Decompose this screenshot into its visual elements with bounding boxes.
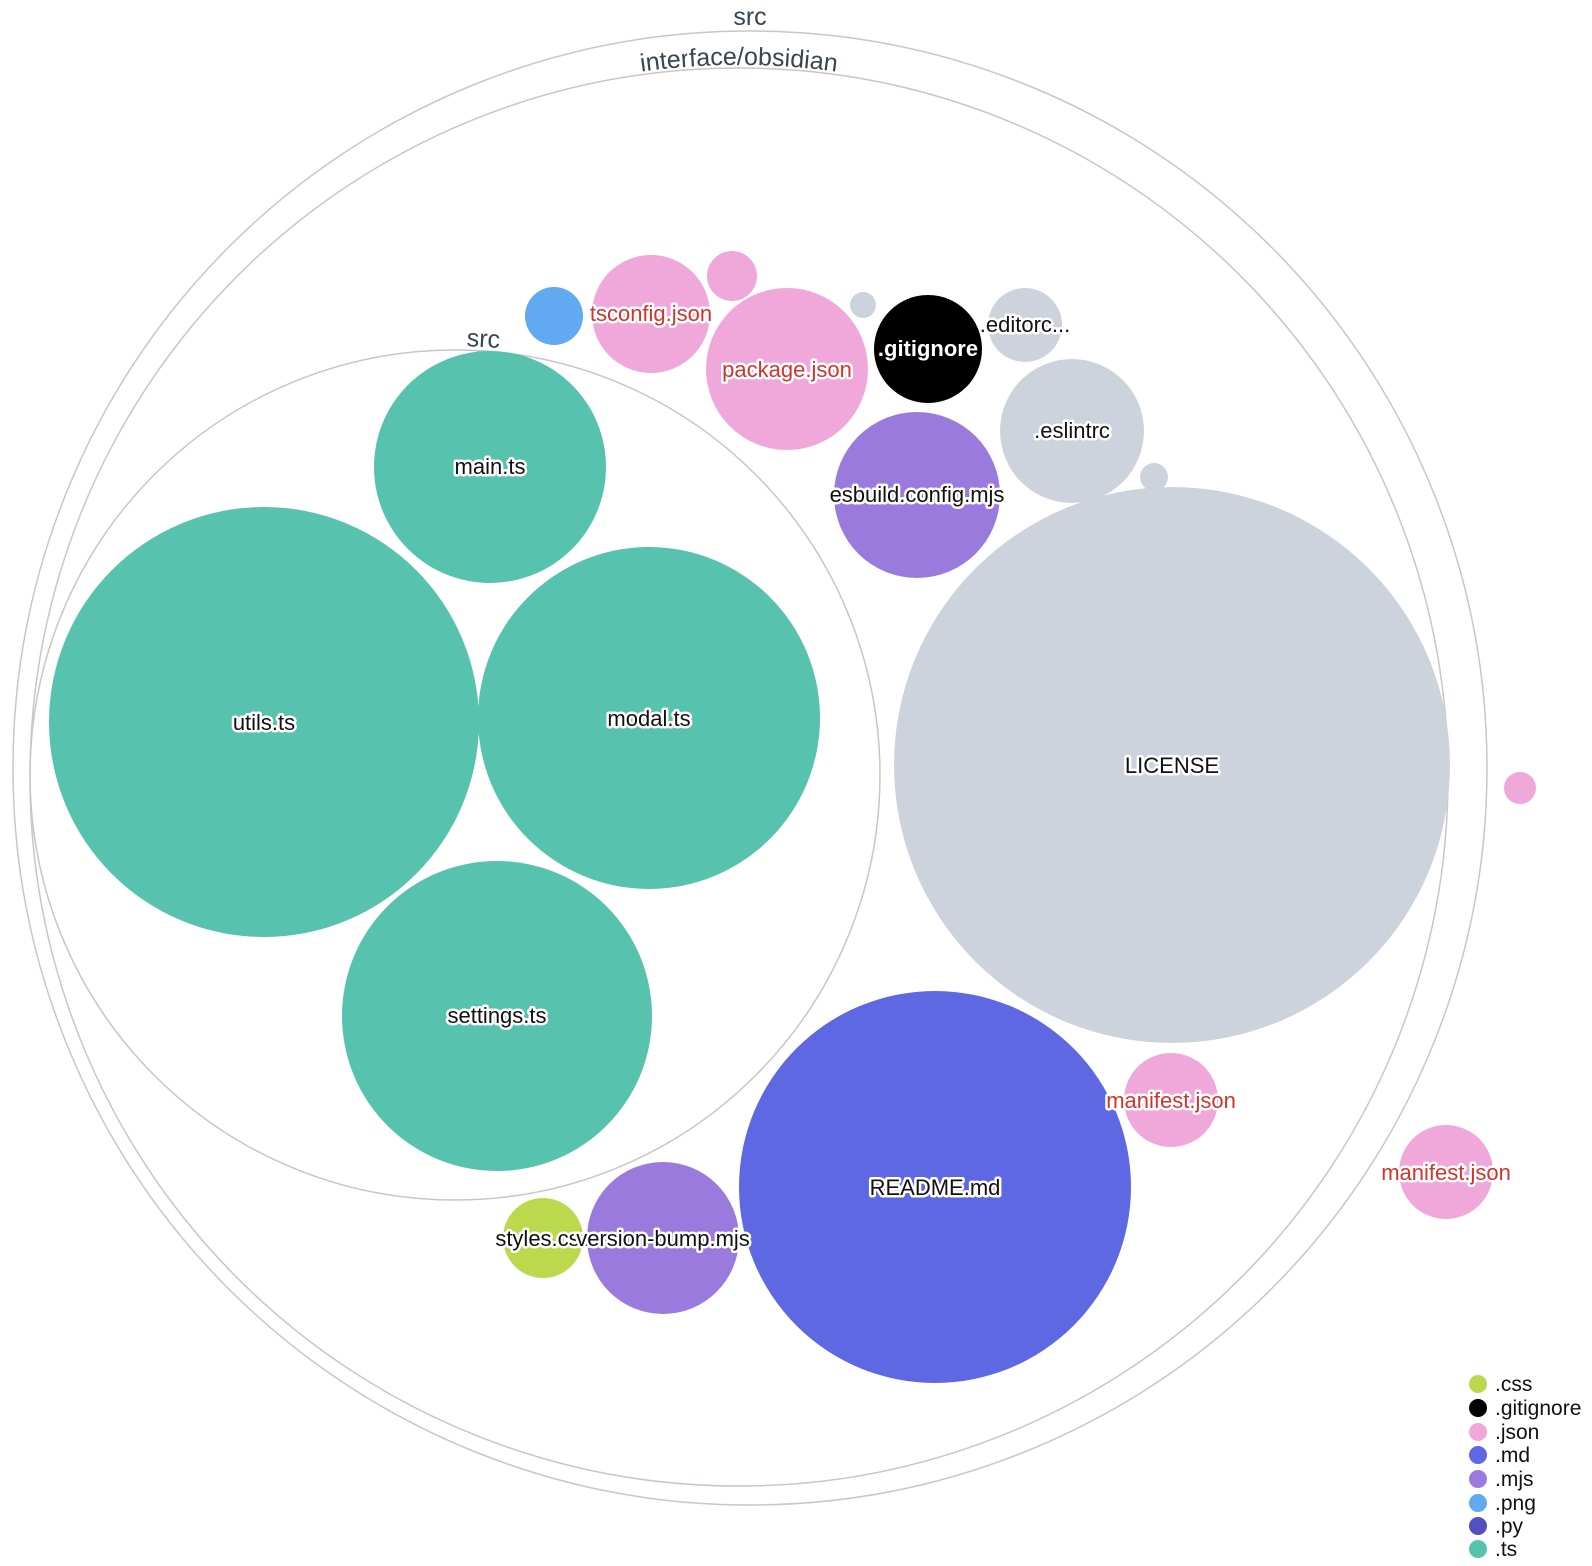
file-label-package-json: package.json — [722, 357, 852, 382]
legend-label-json: .json — [1495, 1421, 1539, 1444]
file-label-modal-ts: modal.ts — [607, 706, 690, 731]
file-circle-esbuild-config-mjs — [834, 412, 1000, 578]
legend-dot-mjs — [1469, 1470, 1487, 1488]
file-circle-readme-md — [739, 991, 1131, 1383]
folder-label-interface-obsidian: interface/obsidian — [638, 43, 839, 78]
file-label-settings-ts: settings.ts — [447, 1003, 546, 1028]
file-label-editorconfig: .editorc... — [980, 312, 1070, 337]
file-label-license: LICENSE — [1125, 753, 1219, 778]
legend-dot-json — [1469, 1423, 1487, 1441]
file-circle-package-json — [706, 288, 868, 450]
file-label-version-bump-mjs: version-bump.mjs — [576, 1226, 750, 1251]
file-label-gitignore: .gitignore — [878, 336, 978, 361]
folder-label-src: src — [466, 324, 501, 354]
file-circle-settings-ts — [342, 861, 652, 1171]
file-circle-eslintrc — [1000, 359, 1144, 503]
file-circle-editorconfig — [988, 288, 1062, 362]
file-circle-main-ts — [374, 351, 606, 583]
legend-label-png: .png — [1495, 1492, 1536, 1515]
legend-dot-png — [1469, 1494, 1487, 1512]
file-label-readme-md: README.md — [870, 1175, 1001, 1200]
file-label-manifest-json-outer: manifest.json — [1381, 1160, 1511, 1185]
legend-dot-css — [1469, 1375, 1487, 1393]
file-circle-gitignore — [874, 295, 982, 403]
file-circle-utils-ts — [49, 507, 479, 937]
legend-label-mjs: .mjs — [1495, 1468, 1534, 1491]
file-circle-license — [894, 487, 1450, 1043]
legend-dot-gitignore — [1469, 1399, 1487, 1417]
file-dot-json-small — [707, 251, 757, 301]
legend-label-py: .py — [1495, 1515, 1524, 1538]
file-circle-modal-ts — [478, 547, 820, 889]
file-label-main-ts: main.ts — [455, 454, 526, 479]
file-circle-manifest-json-inner — [1124, 1053, 1218, 1147]
legend-dot-ts — [1469, 1540, 1487, 1558]
legend-dot-md — [1469, 1446, 1487, 1464]
file-circle-styles-css — [503, 1198, 583, 1278]
file-dot-json-right — [1504, 772, 1536, 804]
file-label-tsconfig-json: tsconfig.json — [590, 301, 712, 326]
file-dot-png — [525, 287, 583, 345]
file-circle-version-bump-mjs — [587, 1162, 739, 1314]
legend-label-ts: .ts — [1495, 1538, 1517, 1561]
file-label-eslintrc: .eslintrc — [1034, 418, 1110, 443]
file-circle-tsconfig-json — [592, 255, 710, 373]
folder-circle-src — [29, 349, 881, 1201]
root-label-src: src — [733, 3, 766, 31]
file-label-styles-css: styles.css — [495, 1226, 590, 1251]
file-label-manifest-json-inner: manifest.json — [1106, 1088, 1236, 1113]
legend: .css .gitignore .json .md .mjs .png .py … — [1469, 1373, 1581, 1561]
legend-label-gitignore: .gitignore — [1495, 1397, 1581, 1420]
root-circle-src — [12, 30, 1488, 1506]
legend-dot-py — [1469, 1517, 1487, 1535]
file-label-esbuild-config-mjs: esbuild.config.mjs — [830, 482, 1005, 507]
file-dot-no-ext-1 — [850, 292, 876, 318]
legend-label-md: .md — [1495, 1444, 1530, 1467]
file-label-utils-ts: utils.ts — [233, 710, 295, 735]
file-dot-no-ext-2 — [1140, 463, 1168, 491]
legend-label-css: .css — [1495, 1373, 1532, 1396]
file-circle-manifest-json-outer — [1399, 1125, 1493, 1219]
